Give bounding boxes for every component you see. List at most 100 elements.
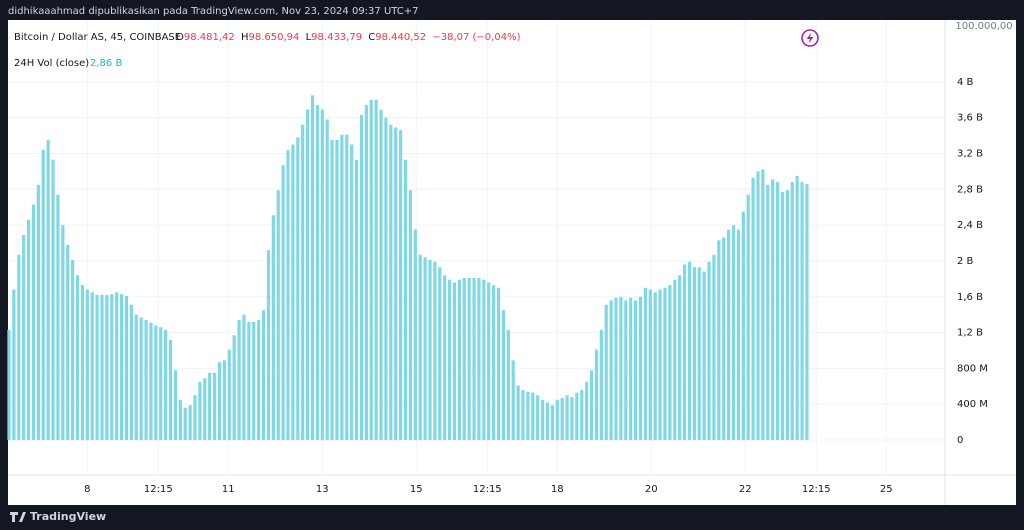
- volume-bar: [492, 285, 496, 441]
- volume-bar: [325, 119, 329, 441]
- volume-bar: [271, 215, 275, 441]
- symbol: Bitcoin / Dollar AS, 45, COINBASE: [14, 32, 181, 43]
- volume-bar: [232, 335, 236, 441]
- volume-bar: [585, 381, 589, 441]
- volume-bar: [702, 271, 706, 441]
- volume-bar: [536, 395, 540, 441]
- volume-bar: [540, 399, 545, 441]
- publisher: didhikaaahmad dipublikasikan pada Tradin…: [8, 6, 419, 17]
- volume-bar: [482, 279, 486, 441]
- volume-bar: [119, 294, 124, 441]
- volume-bar: [379, 109, 383, 441]
- volume-bar: [707, 261, 711, 441]
- volume-bar: [227, 349, 231, 441]
- volume-bar: [580, 389, 584, 441]
- change: −38,07 (−0,04%): [432, 32, 520, 43]
- volume-bar: [100, 294, 104, 441]
- volume-bar: [408, 190, 413, 441]
- volume-bar: [653, 292, 657, 441]
- volume-bar: [452, 282, 457, 441]
- volume-bar: [785, 190, 789, 441]
- volume-bar: [462, 277, 466, 441]
- volume-bar: [36, 184, 40, 441]
- volume-bar: [766, 184, 770, 441]
- volume-bar: [17, 254, 21, 441]
- volume-bar: [795, 175, 799, 441]
- volume-bar: [565, 395, 569, 441]
- volume-bar: [501, 310, 506, 441]
- volume-bar: [413, 229, 417, 441]
- volume-bar: [345, 134, 349, 441]
- volume-bar: [31, 204, 36, 441]
- ohlc-key: H: [241, 32, 249, 43]
- volume-bar: [203, 378, 207, 441]
- volume-bar: [51, 159, 55, 441]
- volume-bar: [599, 329, 603, 441]
- volume-bar: [286, 149, 290, 441]
- volume-bar: [722, 237, 726, 441]
- volume-bar: [511, 360, 515, 441]
- volume-bar: [159, 327, 163, 441]
- volume-bar: [222, 360, 226, 441]
- volume-bar: [506, 329, 510, 441]
- volume-bar: [550, 405, 554, 441]
- volume-bar: [433, 261, 437, 441]
- x-tick-label: 12:15: [802, 484, 831, 495]
- volume-bar: [516, 385, 520, 441]
- volume-bar: [560, 397, 564, 441]
- volume-bar: [330, 140, 334, 441]
- volume-bar: [257, 320, 261, 441]
- volume-bar: [374, 99, 378, 441]
- volume-bar: [320, 109, 324, 441]
- volume-bar: [105, 294, 109, 441]
- volume-bar: [75, 275, 80, 441]
- ohlc: O98.481,42 H98.650,94 L98.433,79 C98.440…: [176, 32, 521, 43]
- volume-bar: [447, 279, 452, 441]
- volume-bar: [22, 234, 26, 441]
- x-tick-label: 15: [410, 484, 423, 495]
- volume-bar: [364, 105, 368, 441]
- volume-bar: [423, 257, 427, 441]
- volume-bar: [736, 229, 741, 441]
- volume-bar: [727, 229, 731, 441]
- y-tick-label: 4 B: [957, 77, 974, 88]
- volume-bar: [790, 182, 794, 441]
- volume-bar: [301, 124, 305, 441]
- volume-bar: [198, 381, 202, 441]
- volume-bar: [629, 297, 633, 441]
- volume-bar: [399, 130, 403, 441]
- volume-bar: [648, 289, 652, 441]
- volume-bar: [638, 296, 643, 441]
- volume-bar: [369, 99, 373, 441]
- volume-bar: [71, 260, 75, 441]
- volume-bar: [242, 314, 246, 441]
- alert-icon[interactable]: [801, 29, 819, 47]
- volume-bar: [61, 225, 65, 441]
- y-tick-label: 800 M: [957, 363, 988, 374]
- volume-bar: [403, 159, 408, 441]
- x-tick-label: 8: [84, 484, 90, 495]
- volume-bar: [389, 124, 393, 441]
- volume-bar: [237, 320, 241, 441]
- volume-bar: [183, 407, 187, 441]
- volume-bar: [310, 95, 315, 441]
- volume-bar: [149, 322, 153, 441]
- alert-circle: [801, 29, 819, 47]
- volume-bar: [634, 300, 638, 441]
- volume-bar: [697, 267, 701, 441]
- ohlc-key: C: [368, 32, 375, 43]
- x-tick-label: 22: [739, 484, 752, 495]
- volume-bar: [673, 279, 677, 441]
- volume-bar: [335, 140, 339, 441]
- volume-bar: [624, 300, 628, 441]
- bars: [7, 95, 809, 441]
- alert-bolt: [806, 32, 814, 44]
- volume-bar: [46, 140, 50, 441]
- volume-bar: [800, 182, 804, 441]
- footer-logo[interactable]: TradingView: [10, 510, 106, 523]
- volume-bar: [261, 310, 266, 441]
- volume-bar: [668, 285, 672, 441]
- volume-bar: [771, 179, 775, 441]
- volume-bar: [663, 287, 667, 441]
